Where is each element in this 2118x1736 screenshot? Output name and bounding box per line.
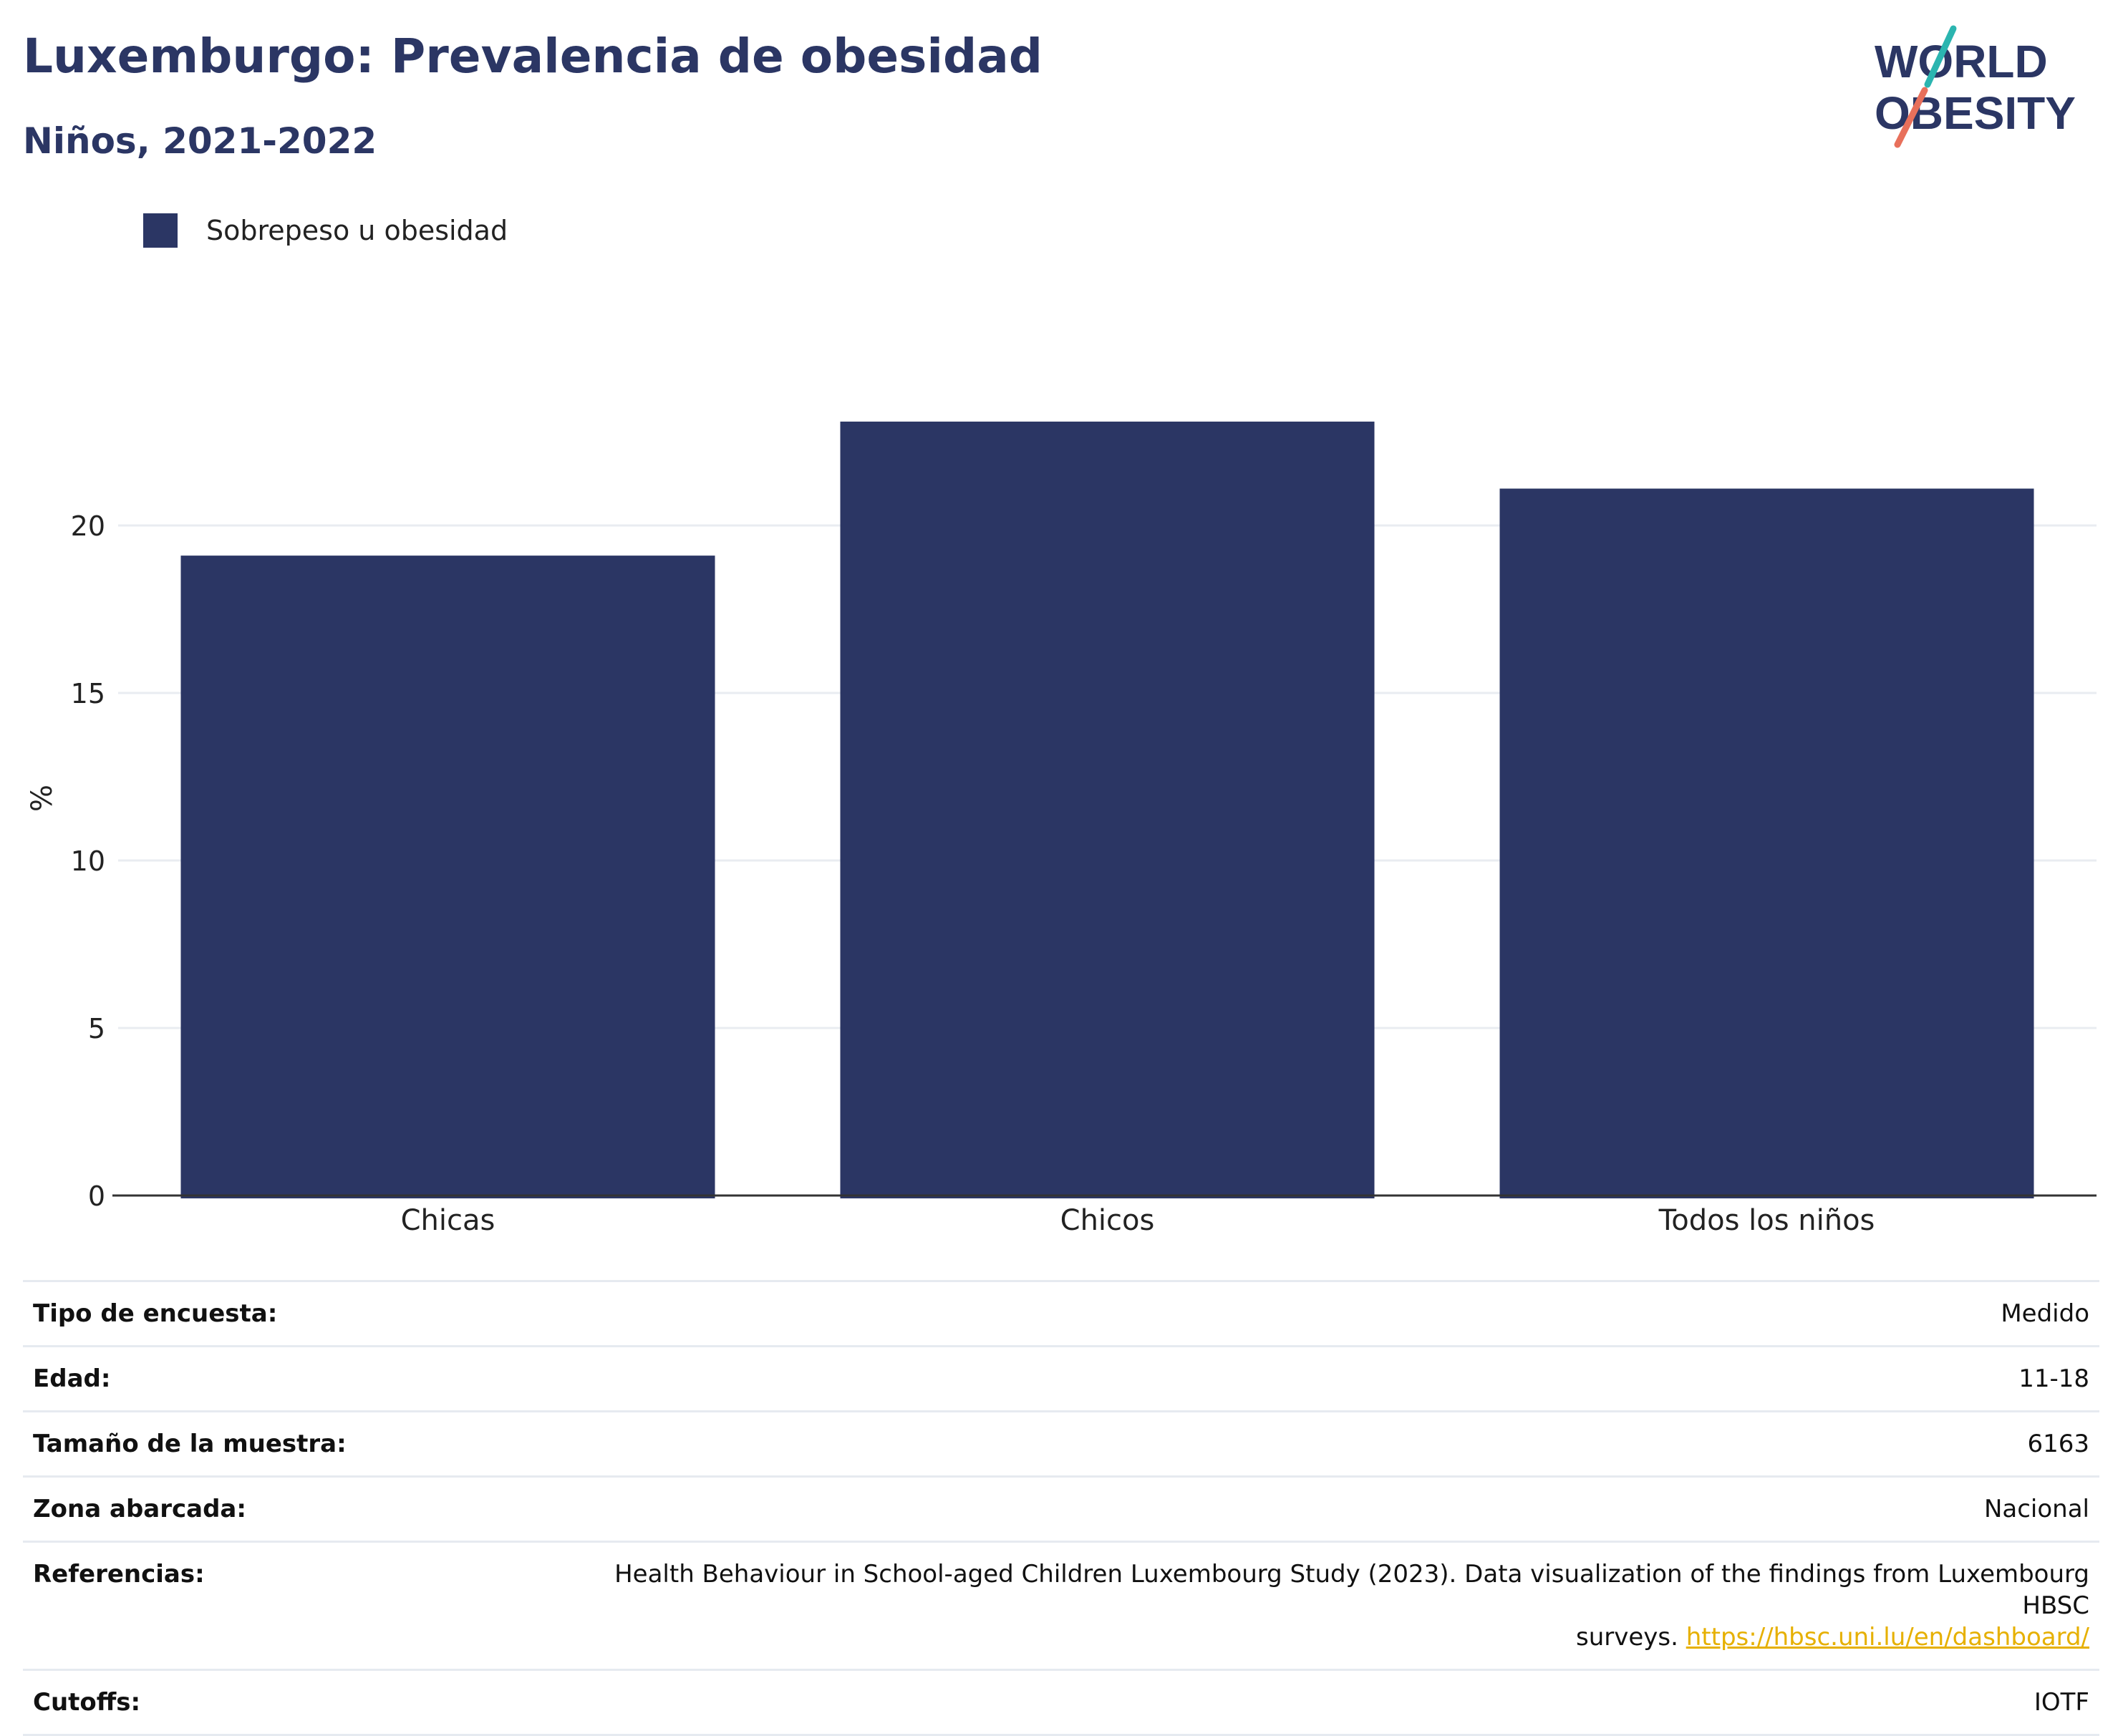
meta-label: Tipo de encuesta:	[33, 1299, 278, 1328]
reference-text: Health Behaviour in School-aged Children…	[614, 1560, 2089, 1620]
meta-value: Nacional	[1983, 1495, 2089, 1523]
meta-row-cutoffs: Cutoffs: IOTF	[23, 1669, 2099, 1735]
y-tick-label: 15	[71, 678, 105, 709]
meta-row-area: Zona abarcada: Nacional	[23, 1476, 2099, 1542]
x-tick-label: Todos los niños	[1658, 1204, 1875, 1237]
bar-chart: 0 5 10 15 20 Chicas Chicos Todos los niños%	[26, 421, 2097, 1237]
bar	[1499, 488, 2034, 1198]
meta-row-age: Edad: 11-18	[23, 1346, 2099, 1412]
y-tick-label: 0	[88, 1180, 105, 1212]
y-tick-label: 10	[71, 845, 105, 877]
meta-row-references: Referencias: Health Behaviour in School-…	[23, 1541, 2099, 1670]
legend-label: Sobrepeso u obesidad	[206, 215, 508, 246]
page-subtitle: Niños, 2021-2022	[23, 120, 377, 162]
world-obesity-logo: WORLD OBESITY	[1875, 25, 2076, 148]
meta-value: 11-18	[2018, 1364, 2089, 1393]
reference-text-end: surveys.	[1575, 1623, 1678, 1652]
reference-link[interactable]: https://hbsc.uni.lu/en/dashboard/	[1686, 1623, 2089, 1652]
page-title: Luxemburgo: Prevalencia de obesidad	[23, 29, 1043, 84]
meta-value: Medido	[2001, 1299, 2089, 1328]
meta-value: 6163	[2027, 1430, 2089, 1458]
meta-label: Cutoffs:	[33, 1688, 141, 1717]
meta-label: Tamaño de la muestra:	[33, 1430, 347, 1458]
bar	[840, 421, 1375, 1199]
meta-row-survey-type: Tipo de encuesta: Medido	[23, 1281, 2099, 1347]
x-tick-label: Chicos	[1060, 1204, 1155, 1237]
legend-swatch	[143, 213, 178, 248]
meta-value: IOTF	[2034, 1688, 2089, 1717]
y-tick-label: 5	[88, 1013, 105, 1044]
meta-value-references: Health Behaviour in School-aged Children…	[544, 1542, 2099, 1670]
chart-legend: Sobrepeso u obesidad	[143, 213, 508, 248]
y-tick-label: 20	[71, 510, 105, 542]
x-tick-label: Chicas	[401, 1204, 495, 1237]
svg-text:WORLD: WORLD	[1875, 36, 2048, 87]
metadata-table: Tipo de encuesta: Medido Edad: 11-18 Tam…	[23, 1280, 2099, 1736]
bar	[180, 556, 715, 1198]
y-axis-title: %	[26, 785, 59, 812]
meta-row-sample-size: Tamaño de la muestra: 6163	[23, 1411, 2099, 1477]
meta-label: Zona abarcada:	[33, 1495, 246, 1523]
reference-text-line2: surveys. https://hbsc.uni.lu/en/dashboar…	[554, 1621, 2089, 1653]
meta-label: Referencias:	[33, 1560, 205, 1589]
meta-label: Edad:	[33, 1364, 111, 1393]
